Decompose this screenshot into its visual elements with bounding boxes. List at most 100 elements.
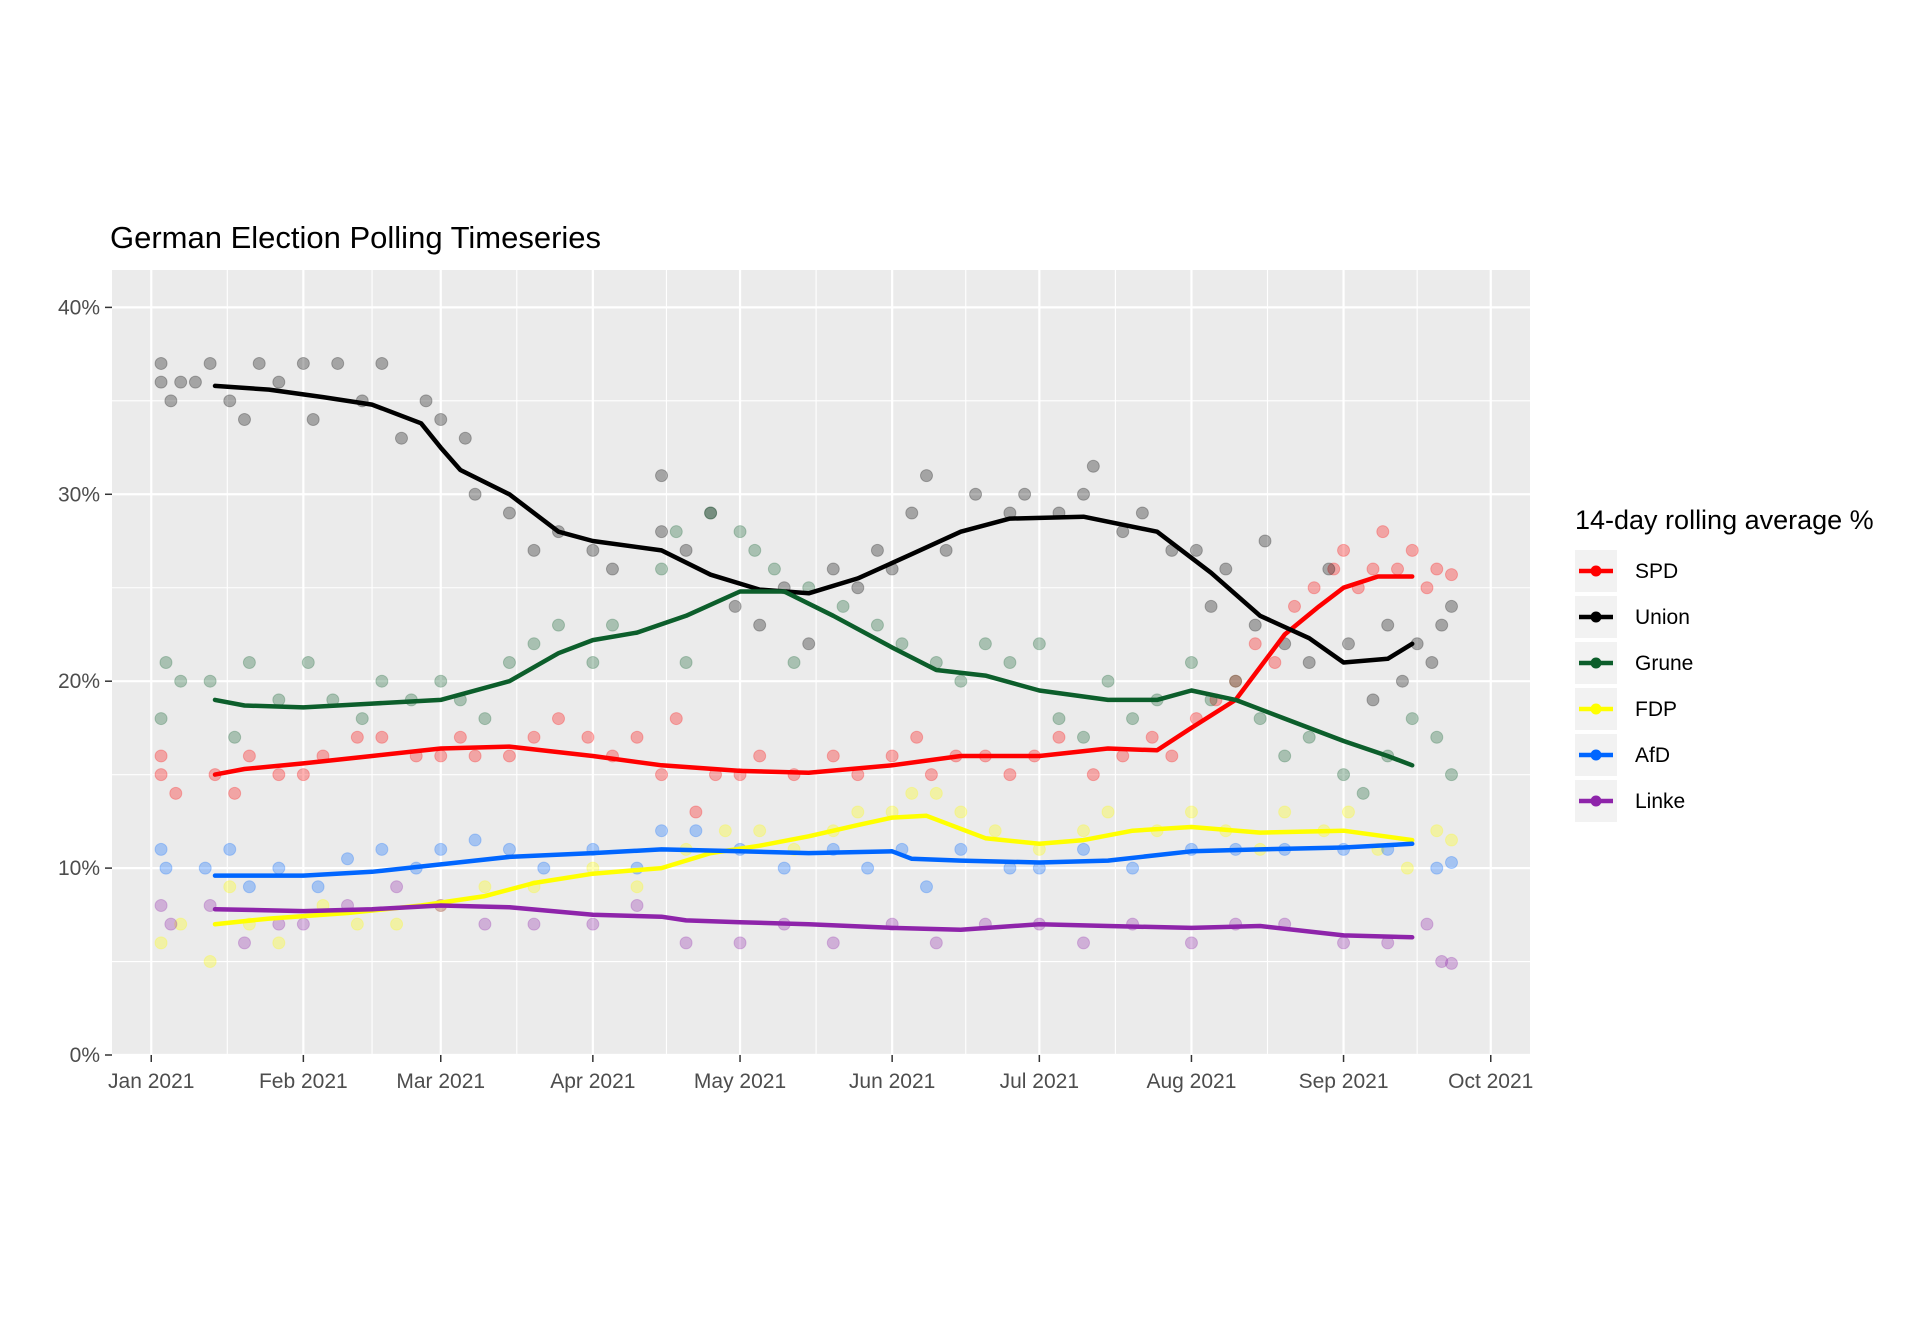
poll-point-union <box>154 375 168 389</box>
poll-point-spd <box>1376 525 1390 539</box>
poll-point-afd <box>242 880 256 894</box>
poll-point-afd <box>954 842 968 856</box>
poll-point-afd <box>777 861 791 875</box>
poll-point-grune <box>242 656 256 669</box>
poll-point-union <box>1135 506 1149 520</box>
poll-point-fdp <box>174 917 188 931</box>
poll-point-grune <box>355 712 369 726</box>
poll-point-linke <box>164 917 178 931</box>
y-axis: 0% 10% 20% 30% 40% <box>58 296 112 1067</box>
poll-point-linke <box>296 917 310 931</box>
poll-point-grune <box>1430 730 1444 744</box>
poll-point-afd <box>655 824 669 838</box>
legend-key-dot <box>1590 749 1602 761</box>
poll-point-union <box>468 487 482 501</box>
poll-point-grune <box>272 693 286 707</box>
poll-point-grune <box>586 656 600 669</box>
poll-point-grune <box>1337 768 1351 782</box>
poll-point-fdp <box>905 786 919 800</box>
legend-key-dot <box>1590 565 1602 577</box>
poll-point-grune <box>704 506 718 520</box>
poll-point-union <box>1341 637 1355 651</box>
poll-point-spd <box>1420 581 1434 595</box>
poll-point-fdp <box>203 955 217 969</box>
poll-point-grune <box>159 656 173 669</box>
poll-point-union <box>164 394 178 408</box>
poll-point-union <box>419 394 433 408</box>
poll-point-fdp <box>1430 824 1444 838</box>
y-tick-label: 0% <box>70 1044 100 1067</box>
poll-point-spd <box>468 749 482 763</box>
legend-key-dot <box>1590 703 1602 715</box>
poll-point-spd <box>630 730 644 744</box>
grid-minor <box>112 270 1530 1055</box>
x-tick-label: Aug 2021 <box>1146 1070 1236 1093</box>
legend-key-dot <box>1590 795 1602 807</box>
poll-point-spd <box>689 805 703 819</box>
poll-point-union <box>826 562 840 576</box>
poll-point-union <box>1077 487 1091 501</box>
poll-point-union <box>434 413 448 427</box>
poll-point-linke <box>1444 956 1458 970</box>
poll-point-fdp <box>929 786 943 800</box>
poll-point-spd <box>1268 656 1282 669</box>
poll-point-union <box>1204 599 1218 613</box>
x-tick-label: Apr 2021 <box>550 1070 635 1093</box>
poll-point-afd <box>154 842 168 856</box>
poll-point-union <box>586 543 600 557</box>
poll-point-grune <box>301 656 315 669</box>
legend-label-grune: Grune <box>1635 652 1693 675</box>
poll-point-union <box>655 525 669 539</box>
poll-point-spd <box>1444 568 1458 582</box>
poll-point-grune <box>1003 656 1017 669</box>
legend: 14-day rolling average % SPD Union Grune FD… <box>1575 505 1874 822</box>
poll-point-spd <box>1307 581 1321 595</box>
x-tick-label: Jun 2021 <box>849 1070 935 1093</box>
poll-point-spd <box>1229 674 1243 688</box>
poll-point-union <box>753 618 767 632</box>
poll-point-grune <box>1077 730 1091 744</box>
poll-point-union <box>905 506 919 520</box>
poll-point-fdp <box>350 917 364 931</box>
poll-point-grune <box>655 562 669 576</box>
poll-point-grune <box>1253 712 1267 726</box>
poll-point-spd <box>502 749 516 763</box>
poll-point-grune <box>1302 730 1316 744</box>
poll-point-grune <box>375 674 389 688</box>
poll-point-grune <box>679 656 693 669</box>
poll-point-spd <box>272 768 286 782</box>
poll-point-fdp <box>851 805 865 819</box>
poll-point-fdp <box>272 936 286 950</box>
poll-point-union <box>679 543 693 557</box>
poll-point-spd <box>1003 768 1017 782</box>
poll-point-spd <box>1327 562 1341 576</box>
poll-point-spd <box>1086 768 1100 782</box>
poll-point-grune <box>978 637 992 651</box>
plot-panel <box>112 270 1530 1055</box>
poll-point-afd <box>223 842 237 856</box>
poll-point-grune <box>1356 786 1370 800</box>
legend-title: 14-day rolling average % <box>1575 505 1874 535</box>
poll-point-spd <box>1145 730 1159 744</box>
poll-point-spd <box>350 730 364 744</box>
poll-point-spd <box>169 786 183 800</box>
legend-label-union: Union <box>1635 606 1690 629</box>
poll-point-fdp <box>1077 824 1091 838</box>
poll-point-union <box>802 637 816 651</box>
legend-label-afd: AfD <box>1635 744 1670 767</box>
poll-point-union <box>331 356 345 370</box>
poll-point-union <box>1381 618 1395 632</box>
poll-point-afd <box>341 852 355 866</box>
poll-point-spd <box>242 749 256 763</box>
poll-point-union <box>1219 562 1233 576</box>
poll-point-grune <box>527 637 541 651</box>
poll-point-fdp <box>988 824 1002 838</box>
poll-point-union <box>1425 656 1439 669</box>
poll-point-union <box>527 543 541 557</box>
poll-point-spd <box>1430 562 1444 576</box>
poll-point-grune <box>733 525 747 539</box>
poll-point-afd <box>1430 861 1444 875</box>
poll-point-fdp <box>1400 861 1414 875</box>
poll-point-spd <box>753 749 767 763</box>
